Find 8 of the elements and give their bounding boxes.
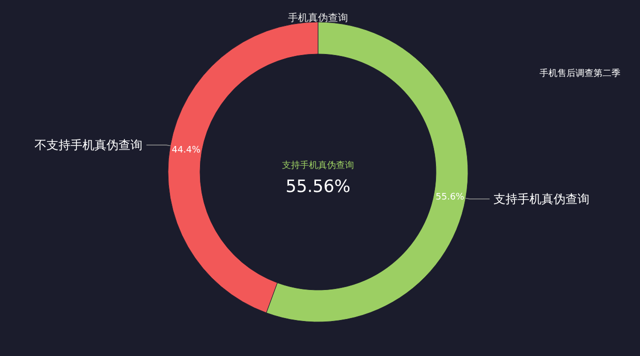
text: 55.56% <box>286 177 350 197</box>
data-label: 55.6% <box>436 192 465 202</box>
slice-label: 支持手机真伪查询 <box>494 192 590 206</box>
slice-label: 不支持手机真伪查询 <box>34 138 142 152</box>
text: 手机售后调查第二季 <box>540 68 620 79</box>
data-label: 44.4% <box>172 146 201 156</box>
chart-title: 手机真伪查询 <box>288 12 348 24</box>
text: 支持手机真伪查询 <box>282 160 354 171</box>
